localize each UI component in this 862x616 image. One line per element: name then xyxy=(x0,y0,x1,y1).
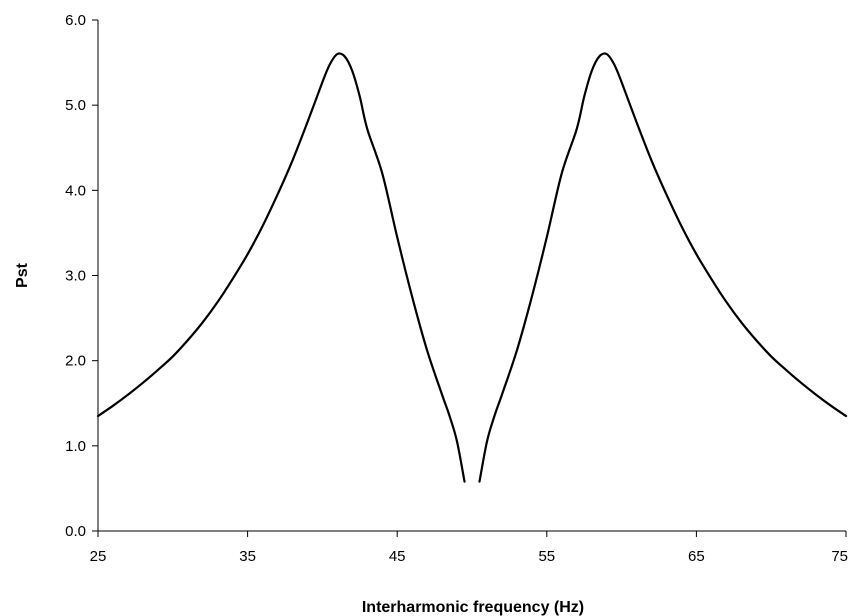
plot-lines xyxy=(96,52,848,483)
y-axis-title: Pst xyxy=(14,262,31,288)
y-tick-label: 2.0 xyxy=(65,353,86,370)
y-tick-label: 6.0 xyxy=(65,12,86,29)
series-line-segment-1 xyxy=(96,52,466,483)
x-tick-label: 45 xyxy=(389,548,406,565)
y-tick-label: 0.0 xyxy=(65,523,86,540)
axes xyxy=(97,20,846,532)
y-tick-label: 1.0 xyxy=(65,438,86,455)
x-tick-label: 75 xyxy=(831,548,848,565)
x-tick-label: 35 xyxy=(239,548,256,565)
x-tick-label: 55 xyxy=(538,548,555,565)
x-axis-title: Interharmonic frequency (Hz) xyxy=(362,599,584,616)
y-tick-label: 3.0 xyxy=(65,268,86,285)
y-tick-label: 5.0 xyxy=(65,97,86,114)
x-tick-label: 65 xyxy=(688,548,705,565)
y-ticks: 0.0 1.0 2.0 3.0 4.0 5.0 6.0 xyxy=(65,12,98,540)
x-ticks: 25 35 45 55 65 75 xyxy=(90,531,848,565)
x-tick-label: 25 xyxy=(90,548,107,565)
series-line-segment-2 xyxy=(478,52,848,483)
y-tick-label: 4.0 xyxy=(65,182,86,199)
